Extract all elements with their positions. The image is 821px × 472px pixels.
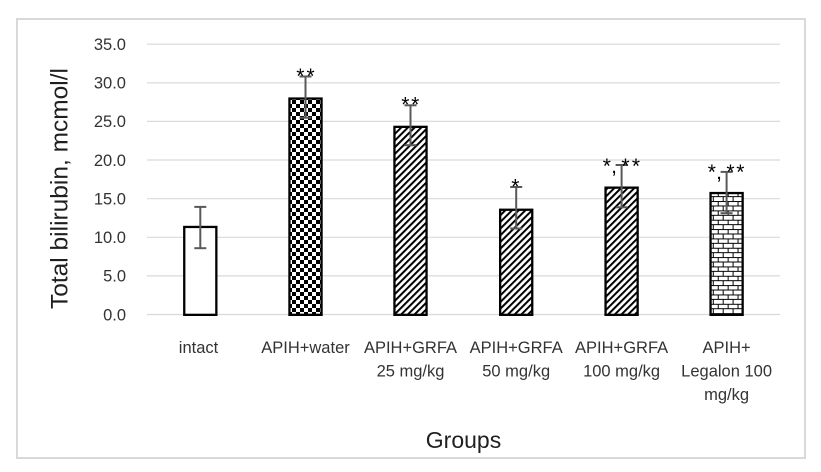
svg-text:100 mg/kg: 100 mg/kg [583,363,660,381]
svg-text:Legalon 100: Legalon 100 [681,363,772,381]
svg-text:*: * [603,155,611,178]
svg-text:,: , [611,155,617,178]
svg-text:Total bilirubin, mcmol/l: Total bilirubin, mcmol/l [47,68,74,309]
svg-text:35.0: 35.0 [94,36,126,54]
svg-text:15.0: 15.0 [94,191,126,209]
svg-text:25 mg/kg: 25 mg/kg [377,363,445,381]
svg-text:intact: intact [179,339,219,357]
svg-text:APIH+GRFA: APIH+GRFA [470,339,563,357]
svg-text:5.0: 5.0 [103,268,126,286]
svg-text:*: * [736,161,744,184]
svg-text:*: * [632,155,640,178]
svg-text:*: * [307,65,315,88]
svg-text:mg/kg: mg/kg [704,386,749,404]
svg-text:20.0: 20.0 [94,152,126,170]
svg-text:,: , [716,161,722,184]
svg-text:Groups: Groups [426,427,501,453]
svg-text:50 mg/kg: 50 mg/kg [482,363,550,381]
svg-text:0.0: 0.0 [103,306,126,324]
svg-text:APIH+water: APIH+water [261,339,350,357]
svg-text:*: * [401,94,409,117]
svg-text:*: * [708,161,716,184]
svg-text:APIH+GRFA: APIH+GRFA [575,339,668,357]
svg-text:*: * [296,65,304,88]
svg-text:*: * [726,161,734,184]
svg-text:10.0: 10.0 [94,229,126,247]
svg-text:*: * [621,155,629,178]
svg-text:30.0: 30.0 [94,75,126,93]
svg-text:*: * [511,176,519,199]
svg-text:*: * [411,94,419,117]
svg-text:25.0: 25.0 [94,113,126,131]
svg-text:APIH+GRFA: APIH+GRFA [364,339,457,357]
svg-text:APIH+: APIH+ [703,339,751,357]
